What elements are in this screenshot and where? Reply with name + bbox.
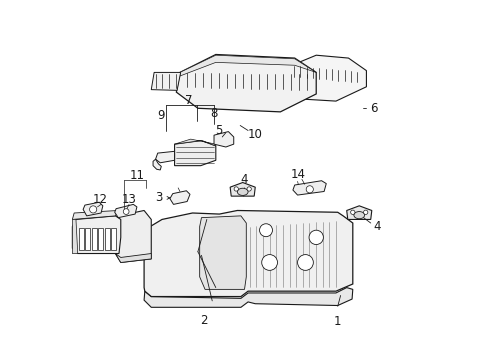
Text: 14: 14 <box>290 168 305 181</box>
Text: 3: 3 <box>154 192 162 204</box>
Circle shape <box>89 206 97 213</box>
Polygon shape <box>144 211 352 297</box>
Ellipse shape <box>353 212 364 219</box>
Polygon shape <box>180 55 316 76</box>
Circle shape <box>350 210 354 215</box>
Bar <box>111 228 116 250</box>
Text: 6: 6 <box>370 102 377 115</box>
Circle shape <box>234 187 238 191</box>
Polygon shape <box>214 132 233 147</box>
Polygon shape <box>144 288 352 307</box>
Circle shape <box>363 210 367 215</box>
Circle shape <box>297 255 313 270</box>
Polygon shape <box>72 220 78 253</box>
Polygon shape <box>271 60 289 69</box>
Circle shape <box>259 224 272 237</box>
Text: 12: 12 <box>93 193 108 206</box>
Polygon shape <box>115 211 151 262</box>
Ellipse shape <box>237 188 247 195</box>
Polygon shape <box>199 216 246 289</box>
Polygon shape <box>151 72 180 90</box>
Text: 8: 8 <box>210 107 217 120</box>
Polygon shape <box>155 151 174 163</box>
Bar <box>98 228 103 250</box>
Text: 4: 4 <box>373 220 380 233</box>
Circle shape <box>246 187 251 191</box>
Polygon shape <box>83 202 102 216</box>
Text: 11: 11 <box>130 169 145 182</box>
Polygon shape <box>346 206 371 220</box>
Circle shape <box>123 209 129 215</box>
Bar <box>85 228 90 250</box>
Polygon shape <box>169 191 190 204</box>
Text: 2: 2 <box>200 314 208 327</box>
Polygon shape <box>115 253 151 262</box>
Text: 4: 4 <box>240 173 248 186</box>
Circle shape <box>261 255 277 270</box>
Text: 5: 5 <box>215 124 222 137</box>
Bar <box>104 228 109 250</box>
Polygon shape <box>174 140 215 166</box>
Circle shape <box>305 186 313 193</box>
Bar <box>92 228 97 250</box>
Polygon shape <box>284 55 366 101</box>
Polygon shape <box>72 216 121 253</box>
Text: 1: 1 <box>333 315 340 328</box>
Polygon shape <box>153 159 161 170</box>
Polygon shape <box>292 181 325 195</box>
Text: 9: 9 <box>157 109 165 122</box>
Circle shape <box>308 230 323 244</box>
Text: 13: 13 <box>122 193 136 206</box>
Polygon shape <box>174 139 215 146</box>
Text: 10: 10 <box>247 127 262 141</box>
Polygon shape <box>230 183 255 196</box>
Polygon shape <box>176 54 316 112</box>
Bar <box>79 228 83 250</box>
Polygon shape <box>72 211 118 220</box>
Text: 7: 7 <box>185 94 192 107</box>
Polygon shape <box>115 204 137 218</box>
